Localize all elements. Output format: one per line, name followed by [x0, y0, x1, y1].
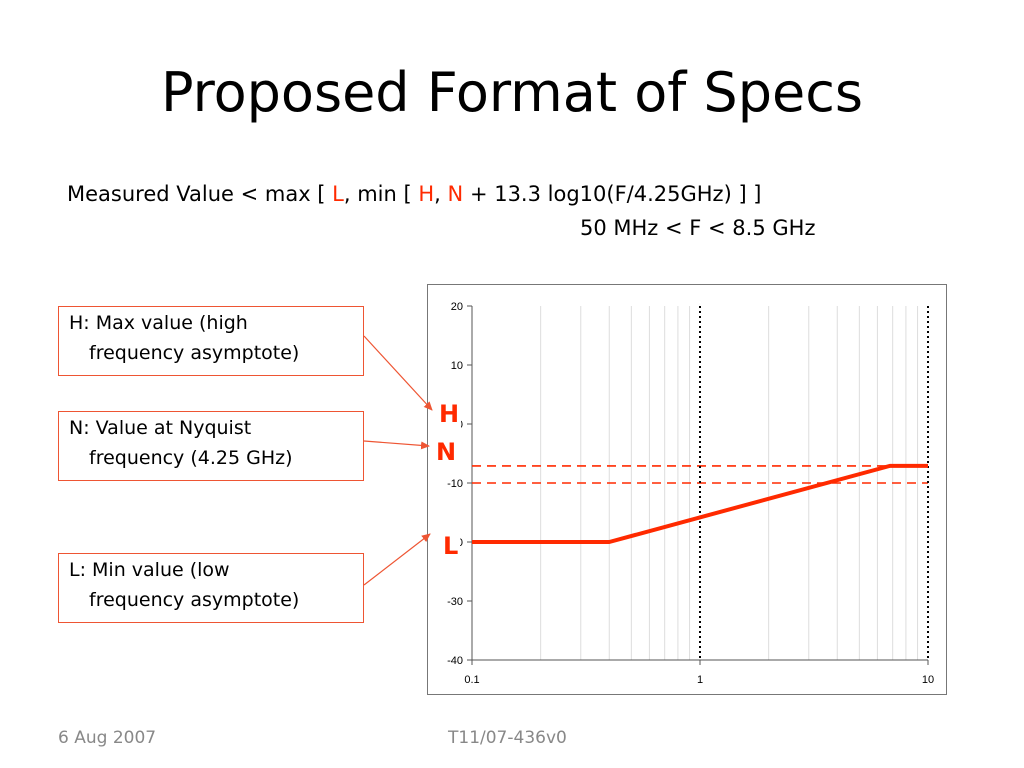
callout-H: H: Max value (high frequency asymptote): [58, 306, 364, 376]
formula-prefix: Measured Value < max [: [67, 182, 333, 206]
formula-N: N: [447, 182, 464, 206]
x-tick-label: 10: [922, 674, 934, 686]
marker-N: N: [434, 438, 459, 466]
reference-lines: [472, 306, 929, 660]
callout-L-line2: frequency asymptote): [89, 589, 300, 611]
callout-H-line2: frequency asymptote): [89, 342, 300, 364]
callout-arrows: [363, 335, 433, 586]
y-tick-label: -30: [447, 596, 463, 608]
formula-L: L: [332, 182, 344, 206]
callout-L: L: Min value (low frequency asymptote): [58, 553, 364, 623]
callout-H-line1: H: Max value (high: [69, 312, 248, 334]
chart-frame: [427, 284, 947, 695]
callout-N-line1: N: Value at Nyquist: [69, 417, 252, 439]
callout-L-line1: L: Min value (low: [69, 559, 230, 581]
footer-doc-id: T11/07-436v0: [448, 728, 567, 748]
callout-N-line2: frequency (4.25 GHz): [89, 447, 293, 469]
x-tick-label: 1: [697, 674, 703, 686]
x-tick-label: 0.1: [464, 674, 479, 686]
arrow-L: [363, 533, 431, 586]
series-line: [472, 463, 928, 544]
spec-formula: Measured Value < max [ L, min [ H, N + 1…: [67, 180, 762, 208]
y-tick-label: 10: [451, 360, 463, 372]
y-tick-label: -40: [447, 655, 463, 667]
formula-mid: , min [: [343, 182, 419, 206]
marker-H: H: [437, 400, 462, 428]
arrow-H: [363, 335, 433, 411]
callout-N: N: Value at Nyquist frequency (4.25 GHz): [58, 411, 364, 481]
y-tick-label: 20: [451, 301, 463, 313]
formula-H: H: [418, 182, 435, 206]
series-layer: [472, 463, 928, 544]
arrow-N: [363, 440, 430, 450]
slide-title: Proposed Format of Specs: [160, 61, 864, 124]
formula-comma: ,: [434, 182, 441, 206]
marker-L: L: [441, 532, 461, 560]
formula-suffix: + 13.3 log10(F/4.25GHz) ] ]: [463, 182, 762, 206]
footer-date: 6 Aug 2007: [58, 728, 157, 748]
y-tick-label: -10: [447, 478, 463, 490]
frequency-range: 50 MHz < F < 8.5 GHz: [580, 216, 816, 240]
